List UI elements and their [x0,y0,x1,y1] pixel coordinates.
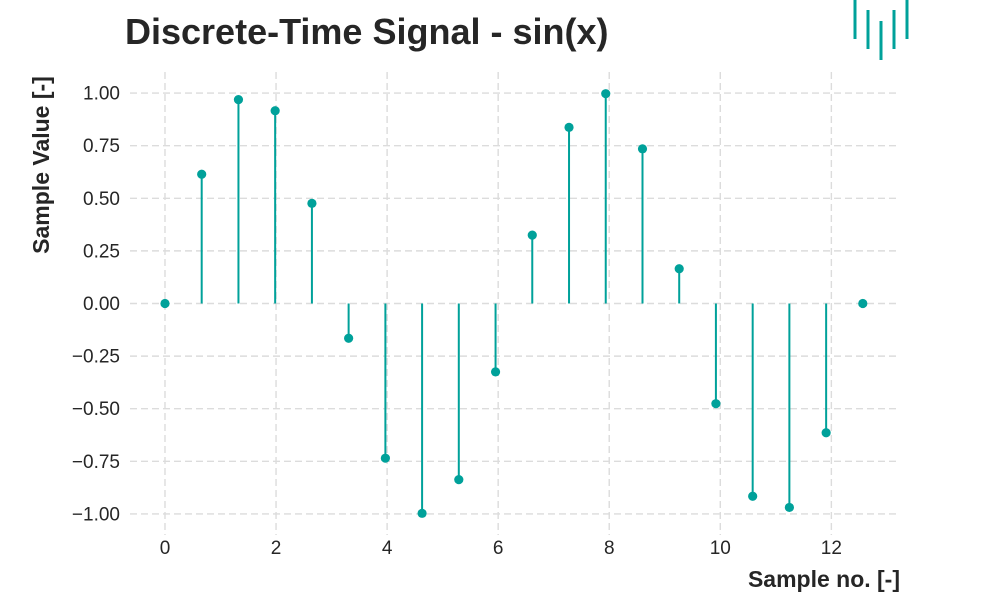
y-tick-label: 0.50 [83,189,120,210]
x-tick-label: 2 [271,538,282,559]
stem-marker [490,367,501,377]
stem-marker [637,144,648,154]
stem-marker [601,89,611,99]
y-axis-label: Sample Value [-] [28,76,54,254]
stem-marker [417,508,427,518]
x-tick-label: 10 [710,538,731,559]
y-tick-label: 1.00 [83,84,120,105]
stem-marker [674,264,684,274]
x-tick-label: 4 [382,538,393,559]
x-tick-label: 6 [493,538,504,559]
tick-labels: 0 2 4 6 8 10 12 −1.00 −0.75 −0.50 −0.25 0.00 0.25 0.5… [72,84,842,559]
stem-marker [564,122,574,132]
y-tick-label: 0.00 [83,294,120,315]
x-tick-label: 12 [821,538,842,559]
stem-marker [233,94,244,105]
x-tick-label: 0 [160,538,171,559]
y-tick-label: −0.50 [72,399,120,420]
stem-series [160,89,868,518]
stem-marker [821,428,831,438]
stem-marker [160,298,170,309]
y-tick-label: −0.25 [72,347,120,368]
stem-marker [307,198,317,208]
y-tick-label: 0.75 [83,136,120,157]
stem-marker [527,230,537,240]
y-tick-label: −1.00 [72,504,120,525]
y-tick-label: −0.75 [72,452,120,473]
y-tick-label: 0.25 [83,241,120,262]
x-tick-label: 8 [604,538,615,559]
grid [130,72,898,535]
chart-title: Discrete-Time Signal - sin(x) [125,11,608,52]
stem-marker [380,453,390,463]
stem-marker [454,475,464,485]
stem-marker [270,106,280,116]
stem-marker [784,502,794,513]
x-axis-label: Sample no. [-] [748,566,900,592]
stem-marker [748,491,758,501]
stem-marker [197,169,207,179]
logo-icon [853,0,909,60]
stem-marker [858,298,868,309]
stem-marker [344,333,354,343]
stem-marker [711,399,721,409]
